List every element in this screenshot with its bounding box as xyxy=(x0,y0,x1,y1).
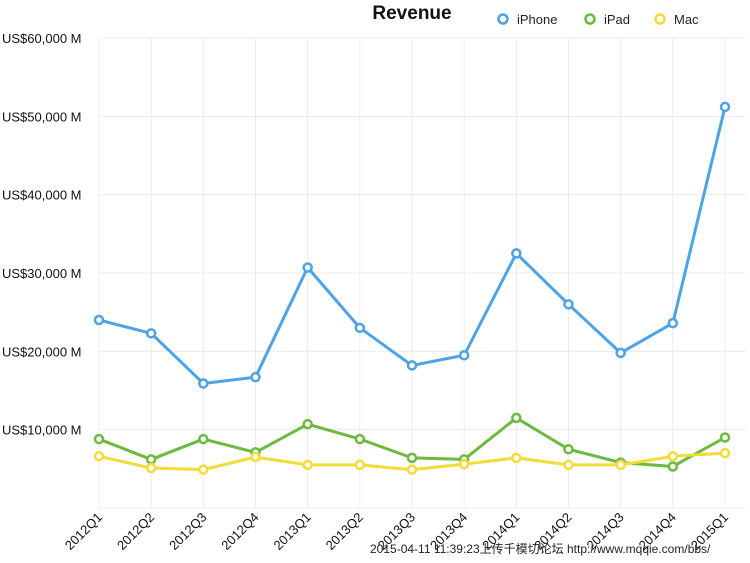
legend-label: Mac xyxy=(674,12,699,27)
data-point xyxy=(563,299,574,310)
data-point xyxy=(511,412,522,424)
x-tick-label: 2012Q3 xyxy=(166,510,209,553)
data-point xyxy=(250,451,261,463)
data-point xyxy=(719,101,731,113)
watermark: 2015-04-11 11:39:23上传千模切论坛 http://www.mq… xyxy=(370,542,711,556)
data-point xyxy=(145,328,157,339)
data-point xyxy=(667,461,679,472)
data-point xyxy=(667,317,679,329)
data-point xyxy=(511,452,522,464)
data-point xyxy=(615,459,626,471)
y-tick-label: US$40,000 M xyxy=(2,188,82,203)
grid xyxy=(98,37,745,509)
legend-marker-icon xyxy=(654,13,666,25)
data-point xyxy=(719,432,731,443)
data-point xyxy=(145,454,157,465)
legend-label: iPhone xyxy=(517,12,557,27)
chart-title: Revenue xyxy=(372,3,451,24)
x-tick-label: 2013Q1 xyxy=(270,510,313,553)
legend-item-mac: Mac xyxy=(654,12,699,27)
data-point xyxy=(667,451,679,462)
y-tick-label: US$50,000 M xyxy=(2,109,82,124)
series-iphone xyxy=(93,101,731,389)
y-tick-label: US$30,000 M xyxy=(2,266,82,281)
y-tick-label: US$60,000 M xyxy=(2,31,82,46)
data-point xyxy=(93,433,105,445)
legend: iPhone iPad Mac xyxy=(497,12,699,27)
legend-label: iPad xyxy=(604,12,630,27)
series-lines xyxy=(93,101,731,475)
data-point xyxy=(354,322,366,334)
x-tick-label: 2012Q2 xyxy=(114,510,157,553)
legend-item-iphone: iPhone xyxy=(497,12,557,27)
series-ipad xyxy=(93,412,731,472)
legend-marker-icon xyxy=(584,13,596,25)
data-point xyxy=(302,262,313,273)
x-tick-label: 2013Q2 xyxy=(323,510,366,553)
legend-item-ipad: iPad xyxy=(584,12,630,27)
series-mac xyxy=(93,447,731,475)
data-point xyxy=(93,451,105,462)
data-point xyxy=(406,452,418,464)
data-point xyxy=(302,418,313,430)
y-tick-label: US$20,000 M xyxy=(2,344,82,359)
data-point xyxy=(145,462,157,474)
y-axis-ticks: US$10,000 M US$20,000 M US$30,000 M US$40,0… xyxy=(2,31,82,438)
data-point xyxy=(93,314,105,326)
data-point xyxy=(563,459,574,471)
data-point xyxy=(719,447,731,459)
legend-marker-icon xyxy=(497,13,509,25)
data-point xyxy=(250,371,261,383)
data-point xyxy=(198,378,209,389)
data-point xyxy=(615,347,626,359)
data-point xyxy=(354,459,366,471)
x-tick-label: 2012Q4 xyxy=(218,510,261,553)
x-tick-label: 2012Q1 xyxy=(62,510,105,553)
data-point xyxy=(406,464,418,475)
data-point xyxy=(458,350,470,361)
data-point xyxy=(354,433,366,445)
data-point xyxy=(198,464,209,475)
y-tick-label: US$10,000 M xyxy=(2,423,82,438)
data-point xyxy=(198,433,209,445)
data-point xyxy=(302,459,313,471)
data-point xyxy=(563,444,574,455)
data-point xyxy=(458,458,470,470)
data-point xyxy=(511,248,522,259)
data-point xyxy=(406,360,418,371)
